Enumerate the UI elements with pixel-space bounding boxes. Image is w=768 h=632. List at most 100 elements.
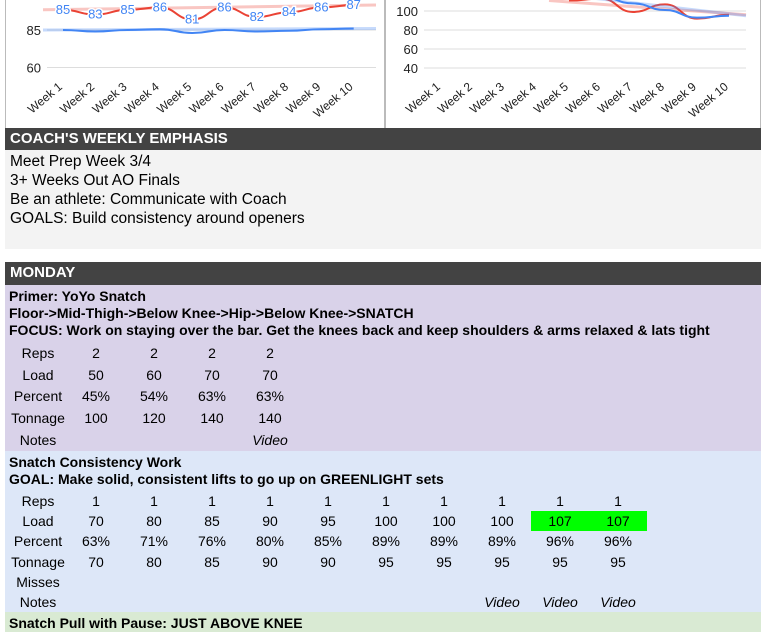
emphasis-line: Be an athlete: Communicate with Coach	[10, 191, 287, 208]
table-cell[interactable]: 96%	[603, 533, 633, 550]
table-cell[interactable]: 54%	[139, 388, 169, 405]
table-cell[interactable]: 90	[262, 553, 278, 570]
x-tick-label: Week 4	[499, 79, 539, 116]
table-cell[interactable]	[531, 572, 589, 592]
table-cell[interactable]: 1	[556, 493, 564, 510]
table-cell[interactable]: 107	[531, 511, 589, 532]
table-cell[interactable]	[125, 592, 183, 612]
table-cell[interactable]: 70	[204, 366, 220, 383]
table-cell[interactable]: 1	[498, 493, 506, 510]
table-cell[interactable]: 1	[324, 493, 332, 510]
table-cell[interactable]	[67, 572, 125, 592]
table-cell[interactable]	[67, 592, 125, 612]
table-cell[interactable]: Video	[252, 431, 288, 448]
table-cell[interactable]	[589, 572, 647, 592]
x-tick-label: Week 4	[122, 79, 162, 116]
table-cell[interactable]	[299, 592, 357, 612]
table-cell[interactable]: 71%	[139, 533, 169, 550]
table-cell[interactable]	[125, 572, 183, 592]
table-cell[interactable]: 2	[208, 344, 216, 361]
table-cell[interactable]: 2	[266, 344, 274, 361]
table-cell[interactable]: 70	[262, 366, 278, 383]
table-cell[interactable]: 63%	[197, 388, 227, 405]
table-cell[interactable]: 85%	[313, 533, 343, 550]
table-cell[interactable]: 70	[88, 513, 104, 530]
table-cell[interactable]: 1	[266, 493, 274, 510]
table-cell[interactable]	[183, 592, 241, 612]
y-tick-label: 40	[404, 61, 418, 76]
table-cell[interactable]: 89%	[371, 533, 401, 550]
table-cell[interactable]: 107	[589, 511, 647, 532]
table-cell[interactable]: 140	[258, 409, 282, 426]
table-cell[interactable]: 100	[490, 513, 514, 530]
table-cell[interactable]	[473, 572, 531, 592]
table-cell[interactable]: 100	[84, 409, 108, 426]
snatch-table: Reps 1 1 1 1 1 1 1 1 1 1 Load 70 80 85 90 95 100 100 100 107…	[9, 491, 647, 612]
table-cell[interactable]	[67, 429, 125, 451]
table-cell[interactable]: 1	[92, 493, 100, 510]
snatch-title: Snatch Consistency Work	[9, 454, 182, 470]
table-cell[interactable]: 95	[494, 553, 510, 570]
data-label: 84	[282, 4, 296, 19]
table-cell[interactable]: 63%	[81, 533, 111, 550]
table-cell[interactable]: 90	[262, 513, 278, 530]
table-cell[interactable]	[183, 572, 241, 592]
table-cell[interactable]: 45%	[81, 388, 111, 405]
x-tick-label: Week 2	[435, 79, 475, 116]
table-cell[interactable]: 89%	[429, 533, 459, 550]
x-tick-label: Week 6	[186, 79, 226, 116]
table-cell[interactable]: 1	[382, 493, 390, 510]
table-cell[interactable]: 85	[204, 553, 220, 570]
table-cell[interactable]: 2	[92, 344, 100, 361]
table-cell[interactable]: 95	[610, 553, 626, 570]
table-row: Reps 2 2 2 2	[9, 342, 299, 364]
table-cell[interactable]	[241, 592, 299, 612]
table-cell[interactable]: 85	[204, 513, 220, 530]
next-section: Snatch Pull with Pause: JUST ABOVE KNEE	[5, 612, 761, 632]
data-label: 82	[250, 9, 264, 24]
table-cell[interactable]: 1	[440, 493, 448, 510]
table-cell[interactable]: 100	[374, 513, 398, 530]
table-cell[interactable]: Video	[600, 594, 636, 611]
x-tick-label: Week 3	[90, 79, 130, 116]
table-cell[interactable]: 70	[88, 553, 104, 570]
row-label: Tonnage	[11, 553, 65, 570]
table-cell[interactable]	[415, 572, 473, 592]
table-cell[interactable]: 95	[378, 553, 394, 570]
emphasis-line: 3+ Weeks Out AO Finals	[10, 172, 180, 189]
table-cell[interactable]: 95	[552, 553, 568, 570]
table-cell[interactable]: 1	[150, 493, 158, 510]
table-cell[interactable]: 80%	[255, 533, 285, 550]
x-tick-label: Week 5	[154, 79, 194, 116]
table-cell[interactable]: 60	[146, 366, 162, 383]
primer-section: Primer: YoYo Snatch Floor->Mid-Thigh->Be…	[5, 285, 761, 451]
row-label: Notes	[19, 431, 57, 448]
table-cell[interactable]: 95	[320, 513, 336, 530]
table-cell[interactable]: 100	[432, 513, 456, 530]
table-cell[interactable]: 80	[146, 553, 162, 570]
table-cell[interactable]	[241, 572, 299, 592]
table-cell[interactable]: Video	[542, 594, 578, 611]
table-cell[interactable]	[357, 572, 415, 592]
table-cell[interactable]: Video	[484, 594, 520, 611]
table-cell[interactable]: 89%	[487, 533, 517, 550]
table-cell[interactable]: 140	[200, 409, 224, 426]
table-cell[interactable]	[299, 572, 357, 592]
table-cell[interactable]: 96%	[545, 533, 575, 550]
table-cell[interactable]: 1	[614, 493, 622, 510]
trendline	[548, 0, 747, 17]
table-cell[interactable]: 80	[146, 513, 162, 530]
table-cell[interactable]: 76%	[197, 533, 227, 550]
table-cell[interactable]: 95	[436, 553, 452, 570]
table-cell[interactable]: 50	[88, 366, 104, 383]
table-cell[interactable]: 2	[150, 344, 158, 361]
table-cell[interactable]	[357, 592, 415, 612]
table-cell[interactable]	[183, 429, 241, 451]
table-cell[interactable]	[415, 592, 473, 612]
table-cell[interactable]: 120	[142, 409, 166, 426]
table-cell[interactable]: 90	[320, 553, 336, 570]
table-cell[interactable]	[125, 429, 183, 451]
y-tick-label: 85	[27, 23, 41, 38]
table-cell[interactable]: 1	[208, 493, 216, 510]
table-cell[interactable]: 63%	[255, 388, 285, 405]
